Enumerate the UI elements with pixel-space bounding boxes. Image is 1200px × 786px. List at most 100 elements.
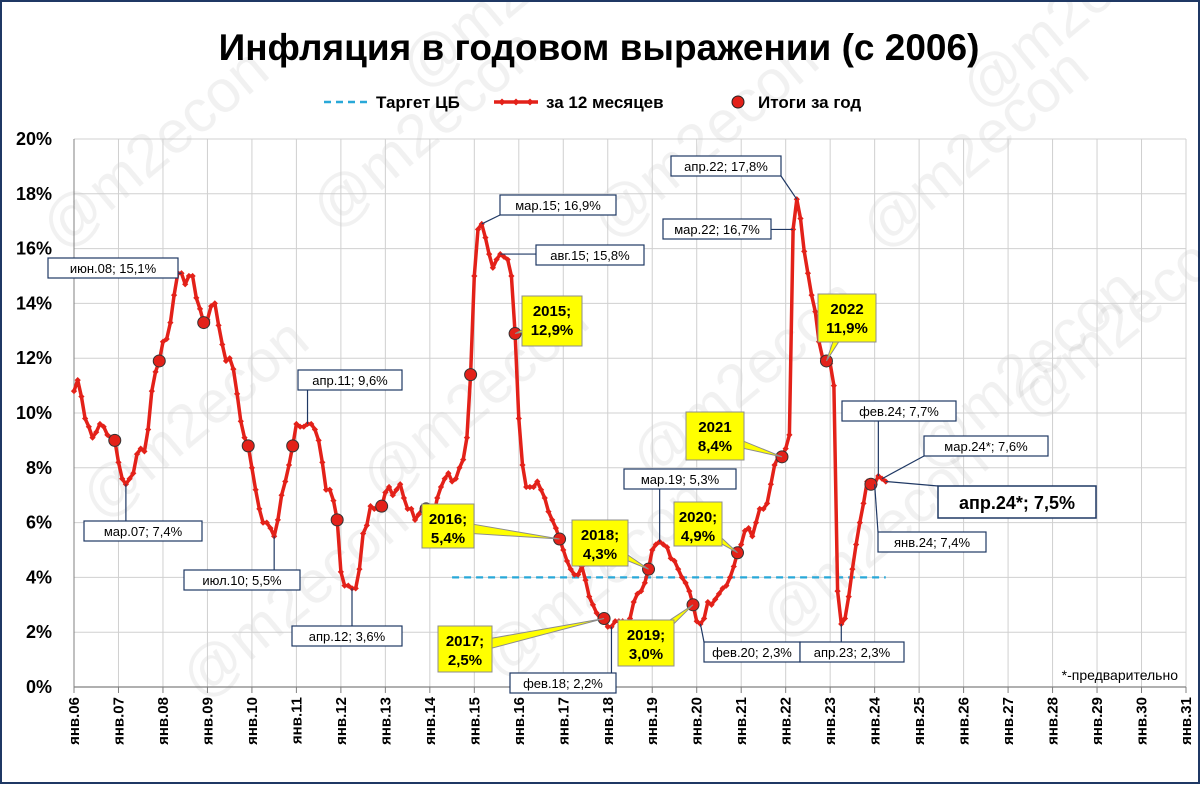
series-point: [686, 587, 693, 595]
series-point: [660, 541, 667, 548]
legend-swatch-marker: [526, 98, 534, 106]
footnote: *-предварительно: [1062, 667, 1179, 683]
series-point: [723, 582, 730, 589]
series-point: [682, 579, 689, 586]
series-point: [671, 557, 678, 565]
series-point: [393, 486, 400, 493]
series-point: [830, 382, 837, 389]
annotation-box: [47, 257, 179, 279]
y-tick-label: 4%: [26, 567, 52, 587]
annotation-box: [535, 244, 645, 266]
legend-label: за 12 месяцев: [546, 93, 664, 112]
annotation-label: апр.11; 9,6%: [312, 373, 388, 388]
series-point: [849, 566, 856, 573]
series-point: [604, 623, 611, 630]
series-point: [282, 478, 289, 485]
series-point: [589, 601, 597, 608]
x-tick-label: янв.09: [199, 697, 216, 745]
annotation: мар.15; 16,9%: [481, 194, 617, 225]
series-point: [552, 524, 559, 532]
series-point: [715, 590, 723, 597]
annotation-box: [499, 194, 617, 216]
x-tick-label: янв.14: [422, 696, 439, 745]
annotation: мар.07; 7,4%: [83, 484, 203, 542]
x-tick-label: янв.24: [867, 696, 884, 745]
x-tick-label: янв.15: [466, 697, 483, 745]
series-point: [571, 571, 578, 578]
series-point: [148, 387, 155, 395]
annotation: 2018; 4,3%: [571, 519, 649, 570]
series-point: [471, 272, 478, 280]
series-point: [745, 524, 752, 532]
annotation: 2019; 3,0%: [617, 604, 694, 667]
series-point: [845, 593, 852, 600]
series-point: [463, 434, 471, 441]
y-tick-label: 2%: [26, 622, 52, 642]
y-tick-label: 10%: [16, 403, 52, 423]
legend-item: Таргет ЦБ: [324, 93, 460, 112]
annotation: апр.11; 9,6%: [297, 369, 403, 424]
series-point: [293, 420, 300, 428]
series-point: [708, 601, 715, 608]
series-point: [667, 555, 674, 562]
annotation-leader: [481, 214, 501, 225]
x-tick-label: янв.12: [333, 697, 350, 745]
series-line: [72, 197, 887, 629]
y-tick-label: 16%: [16, 239, 52, 259]
watermark-text: @m2econ: [167, 484, 420, 712]
series-point: [159, 338, 167, 345]
annotation-label: мар.19; 5,3%: [641, 472, 720, 487]
series-point: [441, 475, 448, 482]
annotation: мар.22; 16,7%: [662, 218, 794, 240]
series-point: [460, 456, 467, 463]
series-point: [782, 445, 789, 452]
series-point: [456, 464, 463, 471]
y-tick-label: 20%: [16, 129, 52, 149]
annotation-box: [421, 503, 475, 549]
series-point: [563, 557, 571, 565]
legend: Таргет ЦБ за 12 месяцев Итоги за год: [324, 93, 861, 112]
series-point: [726, 574, 734, 581]
annotation-label: 2016;: [429, 511, 467, 528]
annotation-box: [291, 625, 403, 647]
series-point: [841, 615, 849, 622]
annotation: мар.19; 5,3%: [623, 468, 737, 542]
series-point: [752, 519, 760, 526]
annual-point: [108, 433, 122, 447]
series-point: [652, 541, 660, 548]
annotation-label: 4,3%: [583, 546, 617, 563]
x-axis: янв.06 янв.07 янв.08 янв.09 янв.10 янв.11 янв.…: [66, 686, 1195, 745]
annotation-box: [937, 485, 1097, 519]
y-tick-label: 14%: [16, 293, 52, 313]
annotation-label: янв.24; 7,4%: [894, 535, 970, 550]
annotation-label: фев.24; 7,7%: [859, 404, 939, 419]
series-point: [701, 615, 708, 622]
annotation-label: 11,9%: [826, 320, 868, 337]
annual-point: [197, 316, 211, 330]
legend-item: Итоги за год: [731, 93, 861, 112]
series-point: [296, 423, 304, 430]
legend-label: Итоги за год: [758, 93, 861, 112]
annotation: апр.24*; 7,5%: [885, 480, 1097, 519]
series-point: [311, 426, 319, 433]
annotation-box: [437, 625, 493, 673]
series-point: [678, 574, 686, 581]
watermark-text: @m2econ: [27, 34, 280, 262]
x-tick-label: янв.20: [689, 697, 706, 745]
x-tick-label: янв.23: [822, 697, 839, 745]
legend-item: за 12 месяцев: [494, 93, 664, 112]
series-point: [567, 566, 574, 573]
annotation-label: авг.15; 15,8%: [550, 248, 630, 263]
series-point: [230, 366, 237, 373]
series-point: [560, 546, 567, 554]
annotation-box: [521, 295, 583, 347]
y-tick-label: 12%: [16, 348, 52, 368]
x-tick-label: янв.30: [1134, 697, 1151, 745]
annotation-label: апр.23; 2,3%: [814, 645, 891, 660]
series-point: [408, 505, 415, 513]
x-tick-label: янв.16: [511, 697, 528, 745]
x-tick-label: янв.08: [155, 697, 172, 745]
series-point: [852, 541, 860, 548]
